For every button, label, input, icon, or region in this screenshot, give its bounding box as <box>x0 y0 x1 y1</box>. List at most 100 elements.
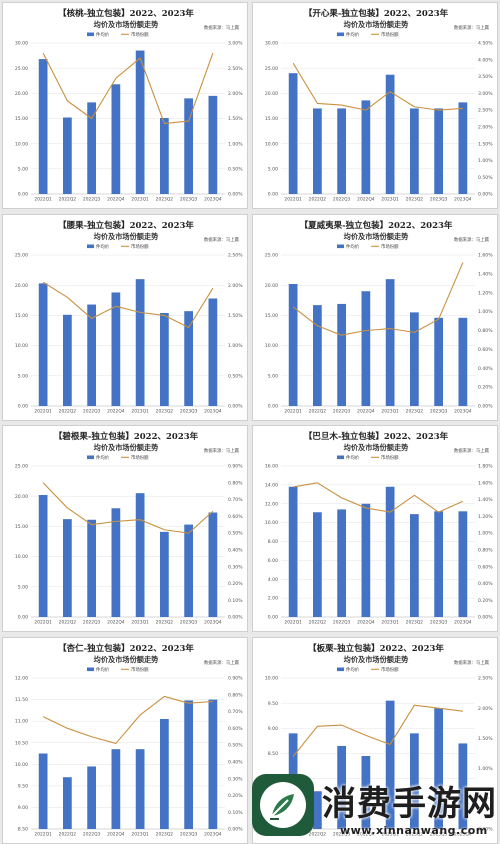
bar <box>288 283 298 406</box>
x-tick-label: 2022Q2 <box>309 408 327 414</box>
bar <box>361 755 371 829</box>
bar <box>38 59 48 195</box>
y2-tick-label: 0.40% <box>228 759 243 765</box>
y-tick-label: 20.00 <box>265 282 278 288</box>
y-tick-label: 2.00 <box>268 596 278 602</box>
y2-tick-label: 1.80% <box>478 464 493 470</box>
leaf-pen-icon <box>260 782 306 828</box>
y-tick-label: 10.00 <box>265 343 278 349</box>
y-tick-label: 20.00 <box>15 282 28 288</box>
x-tick-label: 2022Q4 <box>357 197 375 203</box>
y2-tick-label: 1.20% <box>478 290 493 296</box>
x-tick-label: 2022Q3 <box>83 408 101 414</box>
y-tick-label: 10.00 <box>15 762 28 768</box>
bar <box>160 718 169 829</box>
x-tick-label: 2022Q4 <box>357 620 375 626</box>
legend-label: 件均价 <box>346 31 360 38</box>
y2-tick-label: 0.70% <box>228 709 243 715</box>
bar <box>135 50 145 194</box>
bar <box>208 512 218 618</box>
chart-title: 【巴旦木-独立包装】2022、2023年 <box>304 431 449 442</box>
y-tick-label: 25.00 <box>15 464 28 470</box>
bar <box>385 74 395 194</box>
x-tick-label: 2023Q1 <box>381 197 399 203</box>
y-tick-label: 15.00 <box>265 313 278 319</box>
chart-panel: 【核桃-独立包装】2022、2023年 均价及市场份额走势 数据来源：马上赢 件均价 市… <box>2 2 248 209</box>
chart-subtitle: 均价及市场份额走势 <box>344 443 410 452</box>
data-source: 数据来源：马上赢 <box>454 659 490 666</box>
x-tick-label: 2023Q3 <box>180 831 198 837</box>
chart-panel: 【巴旦木-独立包装】2022、2023年 均价及市场份额走势 数据来源：马上赢 件均价… <box>252 425 498 633</box>
y-tick-label: 9.00 <box>18 805 28 811</box>
x-tick-label: 2022Q4 <box>357 408 375 414</box>
y2-tick-label: 0.80% <box>478 328 493 334</box>
y2-tick-label: 2.50% <box>228 66 243 72</box>
legend: 件均价 市场份额 <box>87 31 149 38</box>
y-tick-label: 8.00 <box>268 539 278 545</box>
bar <box>63 519 72 618</box>
bar <box>313 791 322 829</box>
x-tick-label: 2023Q1 <box>131 831 149 837</box>
data-source: 数据来源：马上赢 <box>204 447 240 454</box>
y2-tick-label: 0.80% <box>478 548 493 554</box>
y2-tick-label: 2.50% <box>228 252 243 258</box>
y2-tick-label: 0.10% <box>228 810 243 816</box>
y2-tick-label: 1.50% <box>478 141 493 147</box>
bar <box>410 733 419 829</box>
watermark-title: 消费手游网 <box>322 784 497 824</box>
y-tick-label: 14.00 <box>265 483 278 489</box>
legend-swatch-bar <box>337 244 344 248</box>
y2-tick-label: 2.00% <box>478 124 493 130</box>
x-tick-label: 2022Q1 <box>284 620 302 626</box>
chart-title: 【夏威夷果-独立包装】2022、2023年 <box>300 220 453 231</box>
bar <box>410 108 419 194</box>
y2-tick-label: 1.00% <box>478 531 493 537</box>
x-tick-label: 2022Q1 <box>34 197 52 203</box>
bar <box>288 486 298 618</box>
chart-subtitle: 均价及市场份额走势 <box>344 655 410 664</box>
bar <box>385 700 395 829</box>
y-tick-label: 25.00 <box>15 252 28 258</box>
y-tick-label: 5.00 <box>268 373 278 379</box>
y2-tick-label: 0.50% <box>228 373 243 379</box>
y2-tick-label: 1.00% <box>478 158 493 164</box>
bar <box>385 486 395 618</box>
series-line-market-share <box>292 704 463 757</box>
legend-label: 市场份额 <box>381 242 399 249</box>
x-tick-label: 2023Q4 <box>204 197 222 203</box>
bar <box>135 748 145 829</box>
y2-tick-label: 4.50% <box>478 41 493 47</box>
chart-subtitle: 均价及市场份额走势 <box>94 655 160 664</box>
chart-panel: 【开心果-独立包装】2022、2023年 均价及市场份额走势 数据来源：马上赢 件均价… <box>252 2 498 209</box>
x-tick-label: 2023Q1 <box>131 197 149 203</box>
bar <box>313 304 322 406</box>
bar <box>434 108 443 194</box>
bar <box>63 314 72 406</box>
y-tick-label: 5.00 <box>18 585 28 591</box>
bar <box>135 278 145 406</box>
y2-tick-label: 0.60% <box>478 347 493 353</box>
x-tick-label: 2022Q2 <box>59 197 77 203</box>
y2-tick-label: 2.00% <box>228 282 243 288</box>
y2-tick-label: 0.00% <box>478 615 493 621</box>
x-tick-label: 2023Q1 <box>131 620 149 626</box>
x-tick-label: 2023Q3 <box>430 197 448 203</box>
data-source: 数据来源：马上赢 <box>204 659 240 666</box>
y2-tick-label: 1.20% <box>478 514 493 520</box>
y2-tick-label: 0.00% <box>228 403 243 409</box>
y2-tick-label: 3.00% <box>228 41 243 47</box>
x-tick-label: 2022Q2 <box>59 620 77 626</box>
y2-tick-label: 0.50% <box>478 796 493 802</box>
y-tick-label: 9.00 <box>268 726 278 732</box>
y2-tick-label: 0.60% <box>478 564 493 570</box>
bar <box>111 748 121 829</box>
bar <box>361 100 371 194</box>
legend-swatch-bar <box>337 667 344 671</box>
y-tick-label: 9.50 <box>18 783 28 789</box>
x-tick-label: 2023Q4 <box>454 831 472 837</box>
legend-label: 件均价 <box>96 242 110 249</box>
y-tick-label: 10.00 <box>265 675 278 681</box>
y2-tick-label: 0.20% <box>228 581 243 587</box>
